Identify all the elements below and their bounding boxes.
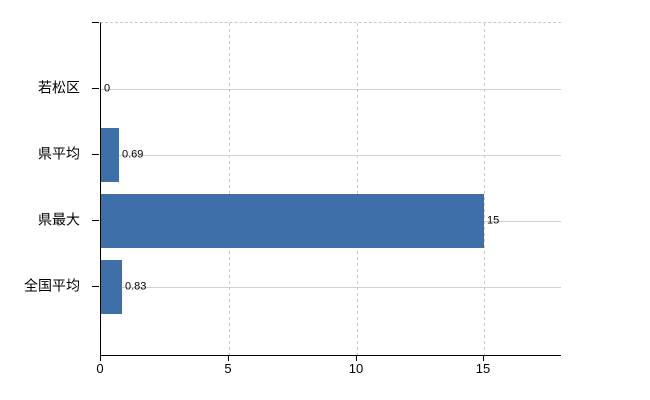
y-axis-tick [92,220,99,221]
x-tick-label: 5 [224,361,232,376]
x-tick-label: 10 [348,361,364,376]
bar-value-label: 0 [104,82,111,95]
horizontal-gridline [101,287,561,288]
bar-value-label: 0.69 [122,148,144,161]
y-axis-tick [92,88,99,89]
x-axis-tick [356,355,357,361]
bar-value-label: 0.83 [125,280,147,293]
vertical-gridline [229,23,230,355]
horizontal-gridline [101,89,561,90]
category-label: 県平均 [38,145,80,162]
y-axis-tick [92,22,99,23]
x-axis-tick [228,355,229,361]
x-tick-label: 0 [96,361,104,376]
x-tick-label: 15 [475,361,491,376]
category-label: 全国平均 [24,277,80,294]
category-label: 県最大 [38,211,80,228]
bar-value-label: 15 [487,214,500,227]
vertical-gridline [484,23,485,355]
category-label: 若松区 [38,79,80,96]
plot-area: 0 0.69 15 0.83 [100,22,561,356]
bar [101,128,119,182]
bar [101,194,484,248]
y-axis-tick [92,286,99,287]
vertical-gridline [357,23,358,355]
x-axis-tick [100,355,101,361]
x-axis-tick [483,355,484,361]
horizontal-gridline [101,155,561,156]
bar [101,260,122,314]
y-axis-tick [92,154,99,155]
